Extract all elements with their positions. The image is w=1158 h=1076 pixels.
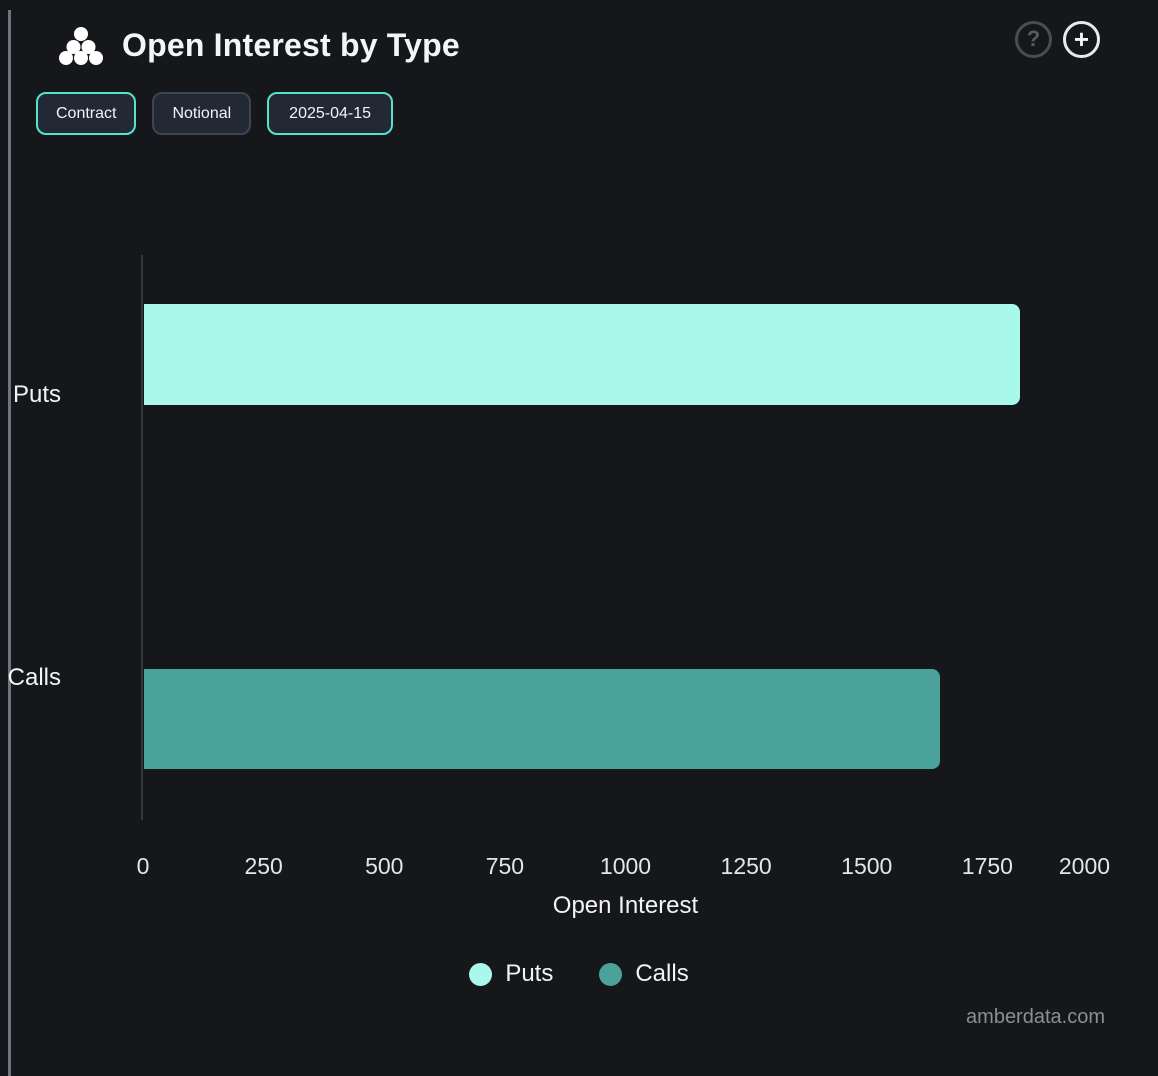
cluster-logo-icon	[59, 27, 103, 65]
y-axis-line	[141, 255, 143, 820]
add-button[interactable]: +	[1063, 21, 1100, 58]
category-label-puts: Puts	[12, 381, 61, 408]
date-button[interactable]: 2025-04-15	[267, 92, 394, 135]
legend-item-puts[interactable]: Puts	[469, 960, 553, 988]
x-tick-label: 1500	[841, 853, 893, 879]
help-icon: ?	[1026, 25, 1041, 51]
x-tick-label: 0	[136, 853, 150, 879]
bar-puts[interactable]	[144, 304, 1020, 405]
legend-swatch-calls	[599, 962, 623, 986]
watermark: amberdata.com	[966, 1006, 1105, 1028]
x-tick-label: 1750	[961, 853, 1013, 879]
plus-icon: +	[1073, 23, 1090, 54]
bar-calls[interactable]	[144, 669, 940, 769]
help-button[interactable]: ?	[1015, 21, 1052, 58]
x-axis-ticks: 0 250 500 750 1000 1250 1500 1750 2000	[137, 853, 1111, 881]
left-border-line	[8, 10, 11, 1076]
page-title: Open Interest by Type	[122, 27, 460, 63]
toolbar: Contract Notional 2025-04-15	[36, 92, 394, 135]
x-tick-label: 1250	[720, 853, 772, 879]
plot-area: Puts Calls	[8, 255, 1108, 820]
category-label-calls: Calls	[7, 664, 61, 691]
header-action-icons: ? +	[1015, 21, 1100, 58]
legend-label: Puts	[505, 960, 554, 987]
chart-legend: Puts Calls	[0, 960, 1158, 988]
x-tick-label: 250	[244, 853, 283, 879]
x-tick-label: 750	[485, 853, 525, 879]
legend-label: Calls	[635, 960, 689, 987]
widget-header: Open Interest by Type ? +	[0, 0, 1158, 80]
legend-swatch-puts	[469, 962, 493, 986]
x-tick-label: 1000	[599, 853, 652, 879]
x-tick-label: 500	[365, 853, 404, 879]
legend-item-calls[interactable]: Calls	[599, 960, 689, 988]
x-tick-label: 2000	[1058, 853, 1111, 879]
notional-button[interactable]: Notional	[152, 92, 252, 135]
contract-button[interactable]: Contract	[36, 92, 137, 135]
x-axis-title: Open Interest	[552, 892, 699, 919]
